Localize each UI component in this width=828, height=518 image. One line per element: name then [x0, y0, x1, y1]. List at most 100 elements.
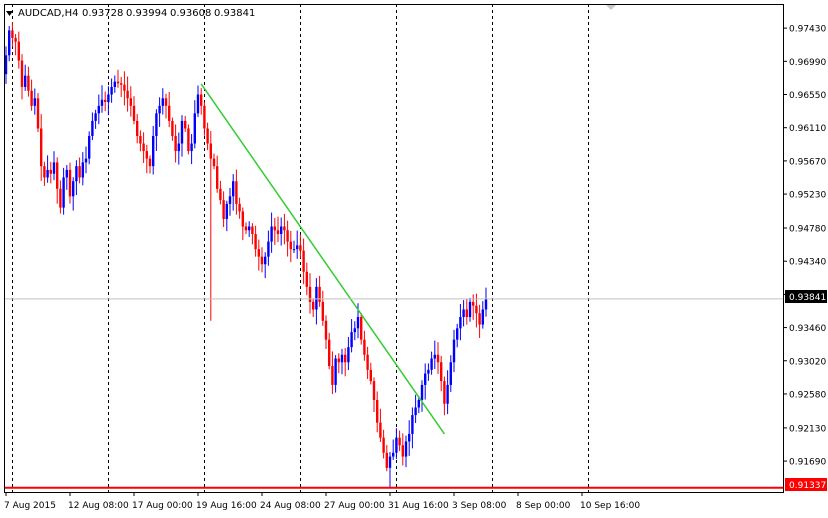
- candle-body: [84, 158, 88, 163]
- candle-body: [94, 113, 97, 121]
- candle-body: [430, 358, 433, 370]
- candle-body: [376, 399, 379, 423]
- candle-body: [164, 98, 168, 106]
- candle-body: [52, 162, 56, 174]
- candle-body: [152, 135, 155, 167]
- candle-body: [296, 245, 299, 250]
- candle-body: [446, 384, 449, 404]
- candle-body: [363, 339, 366, 355]
- candle-body: [280, 226, 283, 235]
- candle-body: [14, 37, 17, 42]
- candle-body: [353, 328, 356, 333]
- candle-body: [187, 128, 190, 152]
- candle-body: [475, 305, 478, 314]
- candle-body: [443, 381, 446, 404]
- candle-body: [136, 120, 139, 136]
- candle-body: [308, 286, 312, 302]
- candle-body: [190, 143, 193, 152]
- candle-body: [142, 143, 145, 152]
- candle-body: [123, 84, 126, 91]
- candle-body: [369, 369, 372, 382]
- candle-body: [238, 203, 241, 212]
- y-tick-label: 0.92580: [789, 390, 826, 400]
- y-tick-label: 0.93020: [789, 357, 826, 367]
- candle-body: [203, 105, 206, 129]
- candle-body: [33, 98, 36, 106]
- candle-body: [24, 75, 27, 87]
- candle-body: [100, 99, 104, 106]
- candle-body: [360, 317, 363, 340]
- y-tick-label: 0.95230: [789, 191, 826, 201]
- candle-body: [241, 211, 244, 227]
- collapse-triangle-icon[interactable]: [6, 11, 13, 16]
- candle-body: [408, 433, 411, 442]
- x-tick-label: 8 Sep 00:00: [516, 501, 571, 511]
- candle-body: [232, 181, 235, 197]
- candle-body: [161, 98, 164, 106]
- y-tick-label: 0.95670: [789, 157, 826, 167]
- candle-body: [273, 226, 276, 231]
- candle-body: [27, 75, 30, 91]
- shift-marker-icon[interactable]: [606, 5, 616, 10]
- candle-body: [235, 181, 238, 204]
- ohlc-open: 0.93728: [82, 8, 123, 19]
- x-tick-label: 17 Aug 00:00: [132, 501, 193, 511]
- candle-body: [222, 200, 225, 219]
- candle-body: [328, 339, 331, 367]
- candle-body: [158, 105, 161, 114]
- candle-body: [334, 358, 337, 385]
- candle-body: [30, 90, 33, 106]
- candle-body: [315, 286, 318, 310]
- candle-body: [49, 169, 52, 174]
- support-price-box: [785, 478, 827, 491]
- candle-body: [392, 452, 395, 457]
- support-price-label: 0.91337: [789, 481, 826, 491]
- candle-body: [449, 362, 452, 385]
- candle-body: [254, 234, 257, 250]
- candle-body: [107, 94, 110, 103]
- candle-body: [347, 347, 350, 363]
- candle-body: [116, 81, 120, 84]
- x-tick-label: 31 Aug 16:00: [388, 501, 449, 511]
- candle-body: [228, 196, 232, 204]
- y-tick-label: 0.92130: [789, 424, 826, 434]
- candle-body: [270, 226, 273, 242]
- candle-body: [46, 169, 49, 178]
- candle-body: [321, 301, 324, 321]
- candle-body: [462, 309, 465, 318]
- y-tick-label: 0.96550: [789, 91, 826, 101]
- candle-body: [68, 169, 72, 197]
- candle-body: [452, 339, 456, 363]
- candle-body: [292, 249, 296, 251]
- candle-body: [110, 86, 113, 95]
- x-tick-label: 27 Aug 00:00: [324, 501, 385, 511]
- candle-body: [129, 98, 132, 106]
- candle-body: [174, 135, 177, 152]
- candle-body: [248, 226, 251, 231]
- candle-body: [433, 354, 436, 359]
- candle-body: [225, 203, 228, 219]
- candle-body: [126, 90, 129, 99]
- candle-body: [177, 143, 180, 152]
- candle-body: [427, 369, 430, 374]
- candle-body: [59, 188, 62, 208]
- candle-body: [424, 373, 427, 385]
- x-tick-label: 7 Aug 2015: [4, 501, 56, 511]
- x-tick-label: 10 Sep 16:00: [580, 501, 640, 511]
- current-price-label: 0.93841: [789, 293, 826, 303]
- y-tick-label: 0.93460: [789, 324, 826, 334]
- candle-body: [148, 158, 152, 167]
- candle-body: [180, 120, 184, 144]
- time-axis: 7 Aug 2015 12 Aug 08:00 17 Aug 00:00 19 Aug…: [4, 492, 640, 511]
- drawn-lines: [4, 83, 783, 489]
- candle-body: [40, 128, 43, 167]
- x-tick-label: 12 Aug 08:00: [68, 501, 129, 511]
- candle-body: [11, 30, 14, 38]
- x-tick-label: 3 Sep 08:00: [452, 501, 507, 511]
- candle-body: [62, 177, 65, 208]
- candle-body: [337, 358, 340, 363]
- candle-body: [78, 166, 81, 178]
